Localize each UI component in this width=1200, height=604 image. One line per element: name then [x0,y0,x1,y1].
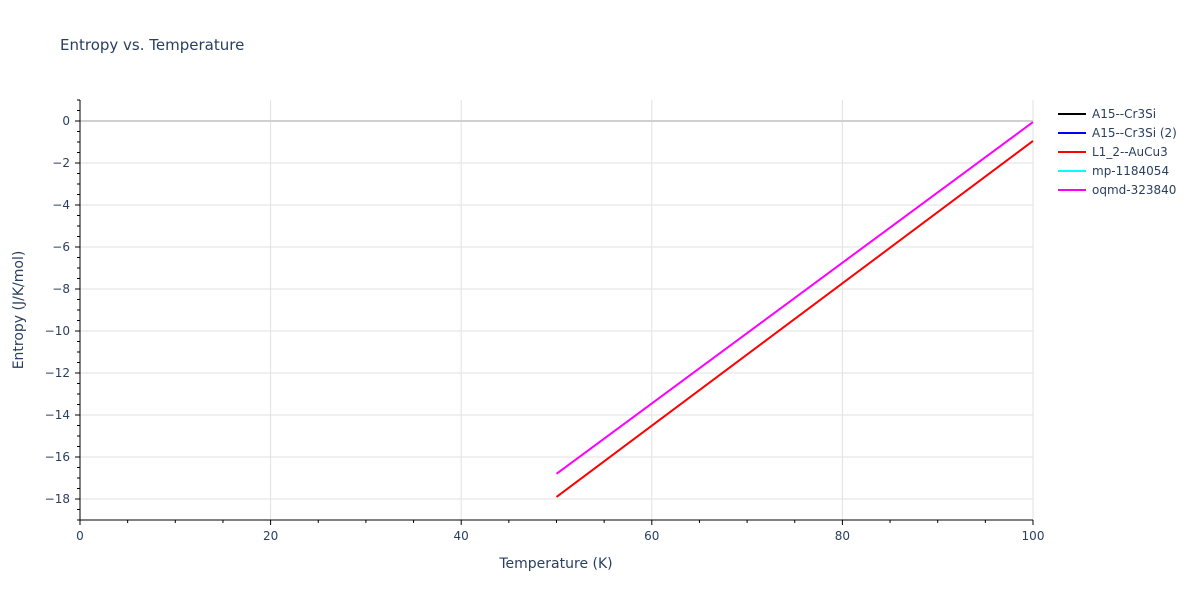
legend-item-a15-cr3si[interactable]: A15--Cr3Si [1058,107,1156,121]
y-tick-label: −18 [45,492,70,506]
y-tick-label: 0 [62,114,70,128]
x-tick-label: 80 [835,529,850,543]
series-line-oqmd-323840 [555,121,1034,475]
legend-label: oqmd-323840 [1092,183,1176,197]
legend-label: A15--Cr3Si (2) [1092,126,1177,140]
y-tick-label: −14 [45,408,70,422]
x-axis-title: Temperature (K) [498,556,612,572]
x-tick-label: 40 [454,529,469,543]
legend-item-oqmd-323840[interactable]: oqmd-323840 [1058,183,1176,197]
x-tick-label: 100 [1022,529,1045,543]
x-tick-label: 0 [76,529,84,543]
plot-area [555,121,1034,498]
legend-label: A15--Cr3Si [1092,107,1156,121]
y-axis-title: Entropy (J/K/mol) [11,251,27,370]
x-tick-label: 20 [263,529,278,543]
y-tick-label: −6 [52,240,70,254]
y-tick-label: −4 [52,198,70,212]
y-tick-label: −2 [52,156,70,170]
grid [80,100,1034,520]
legend[interactable]: A15--Cr3Si A15--Cr3Si (2) L1_2--AuCu3 mp-11… [1058,107,1177,197]
series-line-l1-2-aucu3 [555,140,1034,498]
legend-label: mp-1184054 [1092,164,1169,178]
legend-item-mp-1184054[interactable]: mp-1184054 [1058,164,1169,178]
chart-title: Entropy vs. Temperature [60,36,244,54]
x-tick-label: 60 [644,529,659,543]
y-tick-label: −12 [45,366,70,380]
axes: 0 20 40 60 80 100 0 −2 −4 −6 −8 −10 −12 −14 −16 −18 [45,99,1045,543]
y-tick-label: −8 [52,282,70,296]
legend-item-l1-2-aucu3[interactable]: L1_2--AuCu3 [1058,145,1168,159]
legend-item-a15-cr3si-2-[interactable]: A15--Cr3Si (2) [1058,126,1177,140]
y-tick-label: −10 [45,324,70,338]
y-tick-label: −16 [45,450,70,464]
legend-label: L1_2--AuCu3 [1092,145,1168,159]
